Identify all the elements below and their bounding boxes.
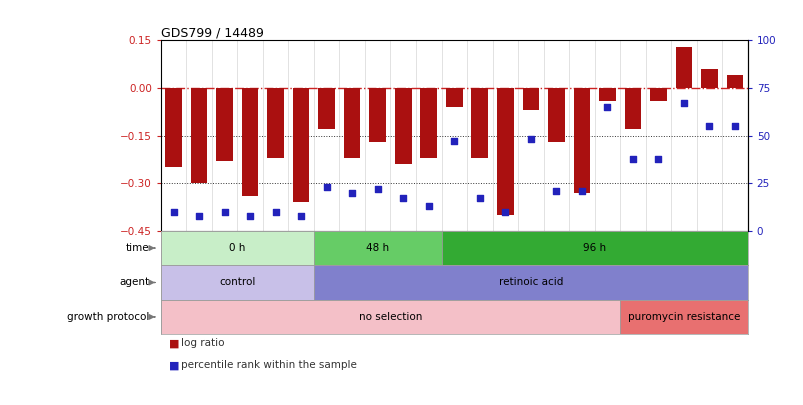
Bar	[726, 75, 742, 88]
Bar	[619, 300, 747, 334]
Point	[702, 123, 715, 129]
Point	[473, 195, 486, 202]
Text: percentile rank within the sample: percentile rank within the sample	[181, 360, 357, 371]
Text: 0 h: 0 h	[229, 243, 245, 253]
Bar	[446, 88, 462, 107]
Point	[728, 123, 740, 129]
Point	[193, 212, 206, 219]
Text: agent: agent	[119, 277, 149, 288]
Bar	[548, 88, 564, 142]
Bar	[165, 88, 181, 167]
Point	[218, 209, 230, 215]
Bar	[267, 88, 283, 158]
Bar	[496, 88, 513, 215]
Text: GDS799 / 14489: GDS799 / 14489	[161, 26, 263, 39]
Point	[295, 212, 308, 219]
Bar	[700, 69, 717, 88]
Bar	[190, 88, 207, 183]
Bar	[598, 88, 615, 101]
Point	[549, 188, 562, 194]
Bar	[420, 88, 437, 158]
Bar	[161, 265, 313, 300]
Text: ■: ■	[169, 338, 179, 348]
Point	[651, 155, 664, 162]
Point	[243, 212, 256, 219]
Point	[498, 209, 511, 215]
Text: 96 h: 96 h	[582, 243, 605, 253]
Text: growth protocol: growth protocol	[67, 312, 149, 322]
Point	[575, 188, 588, 194]
Bar	[675, 47, 691, 88]
Bar	[161, 300, 619, 334]
Point	[397, 195, 410, 202]
Text: ■: ■	[169, 360, 179, 371]
Text: retinoic acid: retinoic acid	[498, 277, 562, 288]
Bar	[292, 88, 309, 202]
Point	[600, 104, 613, 111]
Point	[422, 203, 434, 209]
Text: log ratio: log ratio	[181, 338, 224, 348]
Text: no selection: no selection	[358, 312, 422, 322]
Point	[524, 136, 536, 143]
Point	[371, 186, 384, 192]
Bar	[313, 231, 441, 265]
Bar	[650, 88, 666, 101]
Bar	[344, 88, 360, 158]
Point	[677, 100, 690, 107]
Point	[626, 155, 638, 162]
Bar	[216, 88, 233, 161]
Point	[447, 138, 460, 145]
Bar	[313, 265, 747, 300]
Bar	[369, 88, 385, 142]
Bar	[624, 88, 640, 129]
Bar	[573, 88, 589, 193]
Bar	[394, 88, 411, 164]
Bar	[522, 88, 539, 110]
Text: time: time	[125, 243, 149, 253]
Point	[320, 184, 332, 190]
Bar	[242, 88, 258, 196]
Point	[167, 209, 180, 215]
Text: control: control	[219, 277, 255, 288]
Bar	[471, 88, 487, 158]
Bar	[441, 231, 747, 265]
Point	[269, 209, 282, 215]
Bar	[161, 231, 313, 265]
Point	[345, 190, 358, 196]
Text: 48 h: 48 h	[365, 243, 389, 253]
Bar	[318, 88, 335, 129]
Text: puromycin resistance: puromycin resistance	[627, 312, 740, 322]
